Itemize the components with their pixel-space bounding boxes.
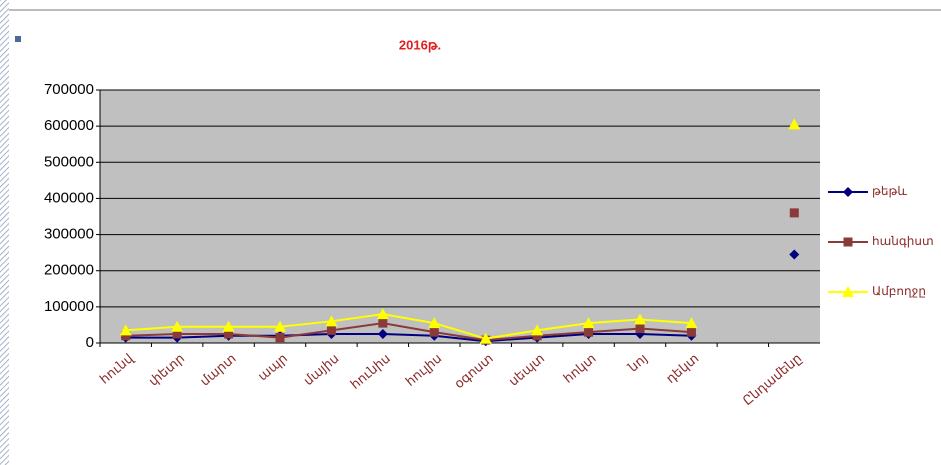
x-tick-label: սեպտ: [506, 350, 548, 388]
legend: [822, 180, 937, 320]
data-point: [325, 315, 338, 327]
x-tick-label: մարտ: [197, 350, 239, 388]
x-tick-label: նոյ: [624, 350, 650, 375]
chart-title: 2016թ.: [399, 37, 441, 52]
legend-marker: [843, 237, 853, 247]
y-tick-label: 500000: [44, 153, 94, 170]
data-point: [172, 329, 182, 339]
data-point: [789, 249, 800, 260]
x-tick-label: հունվ: [97, 350, 137, 387]
x-tick-label: օգոստ: [451, 350, 496, 391]
y-tick-label: 200000: [44, 262, 94, 279]
legend-label: հանգիստ: [872, 234, 934, 248]
x-tick-label: հունիս: [347, 350, 393, 392]
data-point: [479, 332, 492, 344]
data-point: [634, 313, 646, 325]
data-point: [171, 320, 184, 332]
y-tick-label: 400000: [44, 189, 94, 206]
data-point: [428, 317, 441, 329]
legend-label: Ամբողջը: [872, 284, 926, 298]
y-tick-label: 300000: [44, 226, 94, 243]
y-tick-label: 100000: [44, 298, 94, 315]
x-tick-label: դեկտ: [663, 350, 702, 386]
x-tick-label: մայիս: [301, 350, 342, 388]
frame-border: [0, 0, 9, 465]
x-tick-label: հուլիս: [403, 350, 445, 389]
data-point: [119, 324, 132, 336]
plot-area: [100, 90, 820, 343]
data-point: [429, 327, 439, 337]
legend-marker: [843, 187, 853, 197]
legend-label: թեթև: [872, 184, 907, 198]
data-point: [274, 320, 286, 332]
data-point: [789, 208, 799, 218]
data-point: [686, 327, 696, 337]
x-tick-label: Ընդամենը: [740, 350, 805, 408]
data-point: [788, 118, 801, 130]
data-point: [378, 318, 388, 328]
y-tick-label: 600000: [44, 117, 94, 134]
data-point: [275, 333, 285, 343]
x-tick-label: փետր: [146, 350, 188, 388]
data-point: [635, 324, 645, 334]
data-point: [531, 324, 544, 336]
data-point: [584, 327, 594, 337]
data-point: [326, 325, 336, 335]
data-point: [532, 331, 542, 341]
data-point: [222, 320, 235, 332]
y-tick-label: 700000: [44, 81, 94, 98]
y-tick-label: 0: [86, 334, 94, 351]
data-point: [376, 308, 389, 320]
data-point: [685, 317, 698, 329]
data-point: [582, 317, 595, 329]
x-tick-label: ապր: [255, 350, 290, 383]
legend-marker: [842, 286, 854, 297]
data-point: [377, 328, 388, 339]
data-point: [121, 331, 131, 341]
data-point: [224, 329, 234, 339]
x-tick-label: հոկտ: [560, 350, 598, 386]
handle: [15, 36, 21, 42]
